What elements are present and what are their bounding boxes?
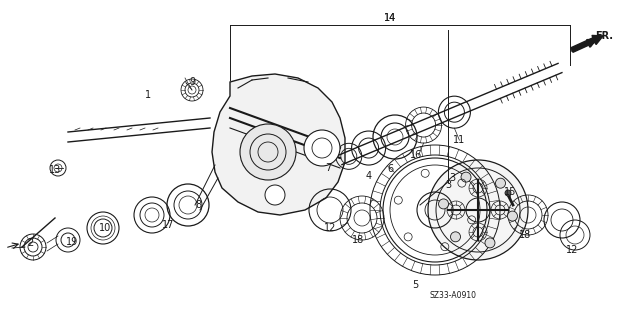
Circle shape	[495, 178, 505, 188]
Text: FR.: FR.	[595, 31, 613, 41]
Text: 6: 6	[387, 164, 393, 174]
Text: 18: 18	[352, 235, 364, 245]
Text: 2: 2	[27, 238, 33, 248]
FancyArrow shape	[571, 36, 603, 52]
Circle shape	[304, 130, 340, 166]
Text: 3: 3	[445, 180, 451, 190]
Circle shape	[461, 172, 471, 182]
Text: 16: 16	[409, 150, 422, 160]
Text: 14: 14	[384, 13, 396, 23]
Text: 12: 12	[324, 223, 336, 233]
Text: 10: 10	[99, 223, 111, 233]
Polygon shape	[212, 74, 345, 215]
Text: 1: 1	[145, 90, 151, 100]
Circle shape	[505, 190, 511, 196]
Circle shape	[507, 211, 518, 221]
Circle shape	[265, 185, 285, 205]
Circle shape	[451, 232, 461, 242]
Text: 3: 3	[449, 173, 455, 183]
Text: 12: 12	[566, 245, 578, 255]
Text: 9: 9	[189, 77, 195, 87]
Text: 11: 11	[453, 135, 466, 145]
Text: 19: 19	[66, 237, 78, 247]
Text: 15: 15	[504, 187, 516, 197]
Circle shape	[438, 199, 448, 209]
Text: 8: 8	[195, 200, 201, 210]
Text: 14: 14	[384, 13, 396, 23]
Text: SZ33-A0910: SZ33-A0910	[430, 291, 477, 300]
Circle shape	[240, 124, 296, 180]
Text: 5: 5	[412, 280, 418, 290]
Text: 13: 13	[49, 165, 61, 175]
Text: 7: 7	[326, 163, 332, 173]
Text: 17: 17	[162, 220, 174, 230]
Circle shape	[485, 238, 495, 248]
Text: 4: 4	[366, 171, 371, 181]
Text: 18: 18	[519, 230, 531, 240]
Circle shape	[428, 160, 528, 260]
